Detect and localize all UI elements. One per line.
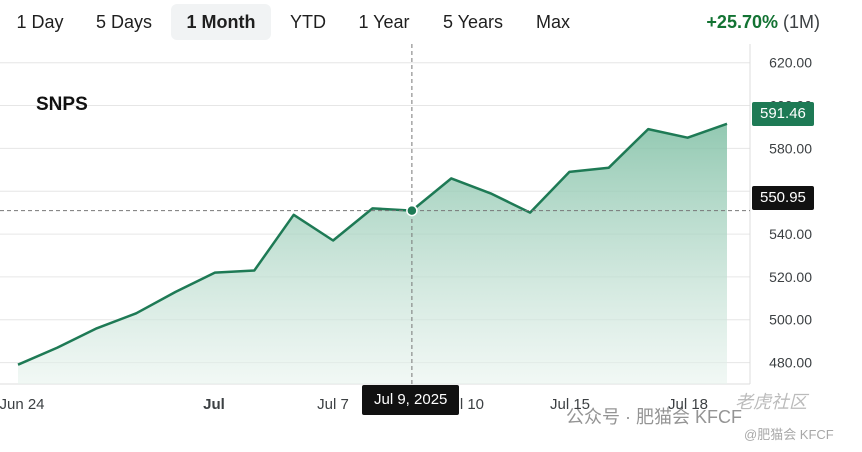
area-fill [18, 123, 727, 385]
watermark-handle: @肥猫会 KFCF [744, 427, 834, 442]
tab-1-year[interactable]: 1 Year [358, 12, 410, 32]
period-label: (1M) [783, 12, 820, 32]
chart-area [17, 122, 728, 385]
tab-ytd[interactable]: YTD [290, 12, 326, 32]
y-tick-label: 520.00 [769, 269, 812, 285]
crosshair-price-tag: 550.95 [752, 186, 814, 210]
tab-1-day[interactable]: 1 Day [16, 12, 64, 32]
x-tick-label: Jul [203, 396, 225, 413]
tab-5-days[interactable]: 5 Days [95, 12, 153, 32]
crosshair-point [406, 204, 418, 217]
ticker-symbol: SNPS [36, 94, 88, 115]
y-tick-label: 480.00 [769, 355, 812, 371]
x-tick-label: Jun 24 [0, 396, 45, 413]
time-range-tabs: 1 Day 5 Days 1 Month YTD 1 Year 5 Years … [0, 4, 862, 42]
tab-1-month[interactable]: 1 Month [171, 4, 271, 40]
y-tick-label: 580.00 [769, 140, 812, 156]
x-tick-label: Jul 7 [317, 396, 349, 413]
crosshair-date-tag: Jul 9, 2025 [362, 385, 460, 415]
y-tick-label: 620.00 [769, 55, 812, 71]
tab-5-years[interactable]: 5 Years [442, 12, 504, 32]
percent-change: +25.70% [706, 12, 778, 32]
crosshair [0, 44, 750, 384]
y-axis: 620.00600.00580.00560.00540.00520.00500.… [769, 55, 812, 371]
tab-max[interactable]: Max [535, 12, 570, 32]
y-tick-label: 500.00 [769, 312, 812, 328]
x-tick-label: Jul 15 [550, 396, 590, 413]
last-price-tag: 591.46 [752, 102, 814, 126]
y-tick-label: 540.00 [769, 226, 812, 242]
x-tick-label: Jul 18 [668, 396, 708, 413]
performance-summary: +25.70% (1M) [706, 4, 820, 40]
watermark-text: 公众号 · 肥猫会 KFCF [566, 407, 742, 427]
price-line [17, 122, 728, 366]
watermark-community: 老虎社区 [735, 392, 807, 412]
